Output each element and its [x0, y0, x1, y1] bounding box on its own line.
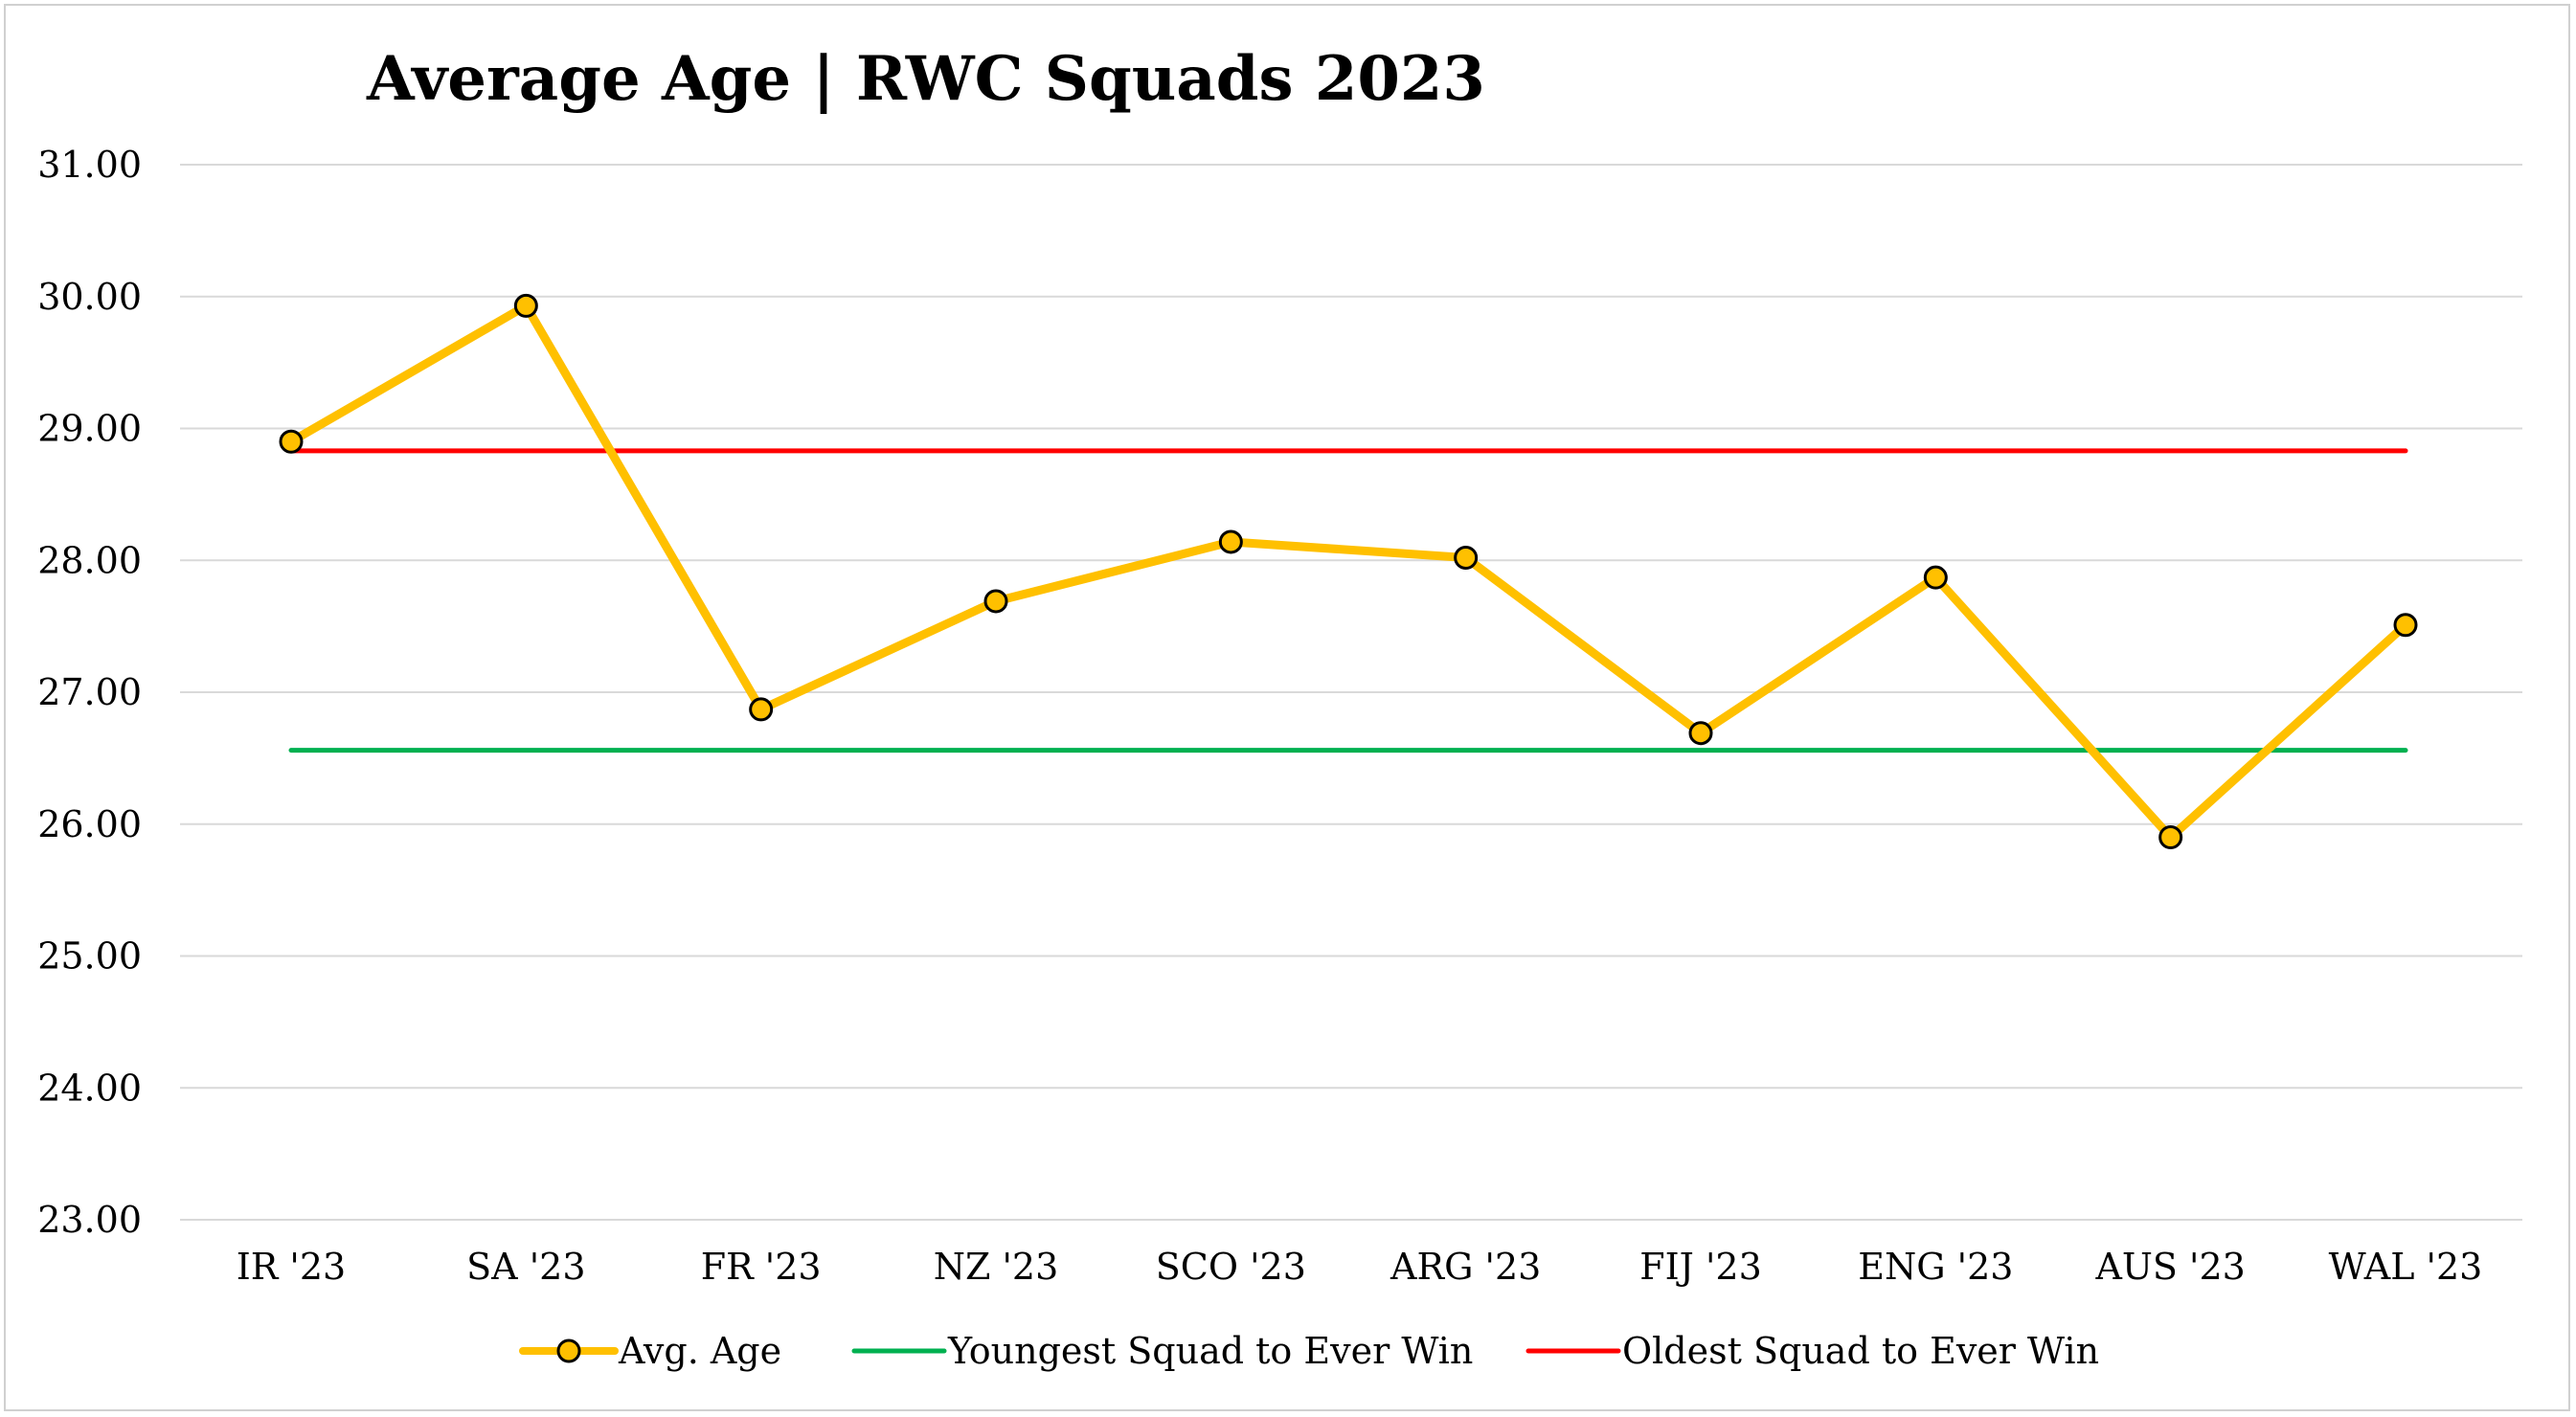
y-tick-label: 27.00 [37, 671, 142, 713]
y-tick-label: 23.00 [37, 1199, 142, 1241]
x-tick-label: IR '23 [237, 1246, 347, 1288]
series-line-avg-age [291, 305, 2406, 837]
legend-label: Youngest Squad to Ever Win [947, 1330, 1473, 1372]
legend-marker [558, 1340, 579, 1361]
y-tick-label: 31.00 [37, 144, 142, 186]
series-lines [291, 305, 2406, 837]
data-point [515, 295, 536, 316]
y-tick-label: 24.00 [37, 1067, 142, 1109]
y-axis-ticks: 23.00 24.00 25.00 26.00 27.00 28.00 29.00 30.00… [37, 144, 142, 1241]
data-point [281, 431, 302, 452]
y-tick-label: 25.00 [37, 935, 142, 978]
legend-item: Youngest Squad to Ever Win [854, 1330, 1473, 1372]
x-axis-ticks: IR '23 SA '23 FR '23 NZ '23 SCO '23 ARG '23 FI… [237, 1246, 2483, 1288]
x-tick-label: SA '23 [466, 1246, 585, 1288]
x-tick-label: ENG '23 [1858, 1246, 2013, 1288]
x-tick-label: NZ '23 [934, 1246, 1059, 1288]
legend-label: Oldest Squad to Ever Win [1622, 1330, 2099, 1372]
x-tick-label: SCO '23 [1156, 1246, 1306, 1288]
y-tick-label: 28.00 [37, 539, 142, 581]
legend-item: Oldest Squad to Ever Win [1528, 1330, 2099, 1372]
x-tick-label: FIJ '23 [1639, 1246, 1762, 1288]
data-point [751, 699, 772, 720]
x-tick-label: WAL '23 [2329, 1246, 2483, 1288]
x-tick-label: ARG '23 [1390, 1246, 1541, 1288]
data-point [1925, 567, 1946, 588]
legend-item: Avg. Age [523, 1330, 781, 1372]
data-point [2160, 827, 2181, 848]
data-point [1456, 547, 1477, 568]
line-chart: Average Age | RWC Squads 2023 23.00 24.00… [6, 6, 2572, 1413]
y-tick-label: 26.00 [37, 803, 142, 845]
data-point [1220, 531, 1241, 552]
data-point [985, 591, 1006, 612]
chart-title: Average Age | RWC Squads 2023 [366, 43, 1485, 115]
legend-label: Avg. Age [618, 1330, 781, 1372]
chart-frame: Average Age | RWC Squads 2023 23.00 24.00… [4, 4, 2570, 1411]
data-point [2395, 615, 2416, 636]
series-markers [281, 295, 2416, 847]
y-tick-label: 30.00 [37, 276, 142, 318]
x-tick-label: FR '23 [701, 1246, 822, 1288]
legend: Avg. Age Youngest Squad to Ever Win Oldest… [523, 1330, 2099, 1372]
x-tick-label: AUS '23 [2094, 1246, 2245, 1288]
y-tick-label: 29.00 [37, 408, 142, 450]
data-point [1690, 723, 1711, 744]
